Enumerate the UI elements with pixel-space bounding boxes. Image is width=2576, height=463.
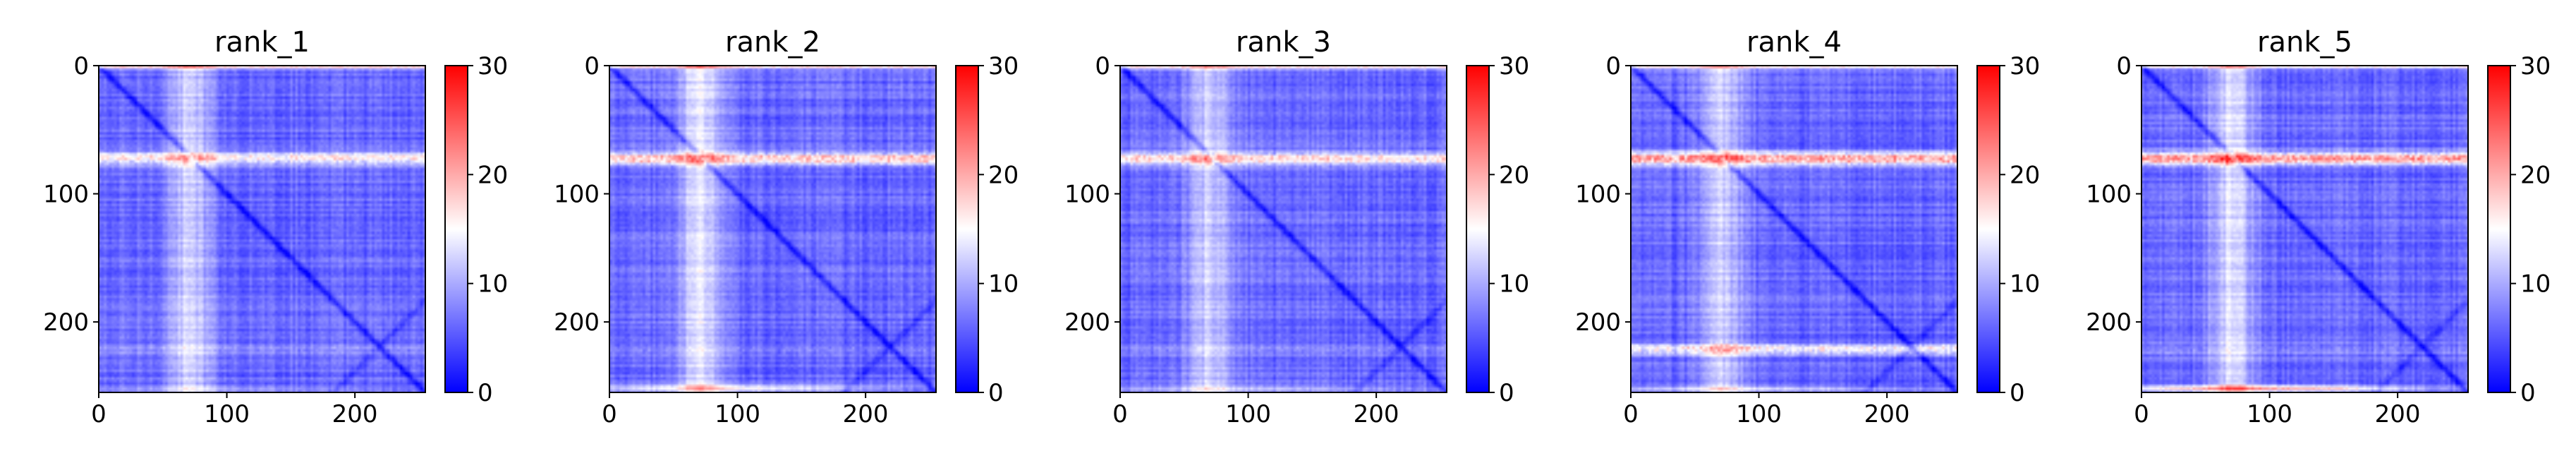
heatmap-panel-1: rank_1 0 100 200 0 100 200 0 10 20 30 (43, 26, 508, 428)
plot-frame (98, 65, 426, 393)
heatmap-image (1631, 66, 1957, 392)
x-tick-label: 100 (715, 400, 760, 428)
y-tick-label: 0 (584, 52, 600, 80)
y-tick-label: 200 (43, 308, 89, 337)
heatmap-image (609, 66, 936, 392)
plot-frame (609, 65, 937, 393)
colorbar-tick-label: 10 (2520, 270, 2551, 299)
x-tick-label: 200 (1864, 400, 1910, 428)
heatmap-panel-2: rank_2 0 100 200 0 100 200 0 10 20 30 (554, 26, 1019, 428)
colorbar-tick-label: 10 (988, 270, 1019, 299)
x-tick-label: 100 (2247, 400, 2292, 428)
y-tick-label: 200 (2086, 308, 2132, 337)
y-tick-label: 0 (73, 52, 89, 80)
y-tick-label: 200 (554, 308, 600, 337)
heatmap-image (1120, 66, 1447, 392)
plot-frame (2141, 65, 2469, 393)
y-tick-label: 200 (1575, 308, 1621, 337)
colorbar-tick-label: 30 (478, 52, 508, 80)
colorbar-tick-label: 10 (478, 270, 508, 299)
colorbar-tick-label: 10 (2010, 270, 2040, 299)
x-tick-label: 200 (1354, 400, 1399, 428)
colorbar-tick-label: 0 (2520, 379, 2536, 407)
colorbar-tick-label: 20 (2520, 161, 2551, 189)
colorbar-tick-label: 0 (478, 379, 493, 407)
heatmap-panel-4: rank_4 0 100 200 0 100 200 0 10 20 30 (1575, 26, 2040, 428)
colorbar (444, 65, 468, 393)
colorbar (2487, 65, 2511, 393)
y-tick-label: 100 (43, 181, 89, 209)
x-tick-label: 200 (843, 400, 889, 428)
y-tick-label: 0 (1605, 52, 1621, 80)
colorbar-tick-label: 20 (478, 161, 508, 189)
x-tick-label: 200 (332, 400, 378, 428)
heatmap-image (2141, 66, 2468, 392)
chart-title: rank_4 (1746, 26, 1842, 59)
heatmap-panel-3: rank_3 0 100 200 0 100 200 0 10 20 30 (1064, 26, 1529, 428)
colorbar-tick-label: 20 (2010, 161, 2040, 189)
chart-title: rank_3 (1236, 26, 1331, 59)
colorbar-tick-label: 10 (1499, 270, 1529, 299)
y-tick-label: 0 (2116, 52, 2132, 80)
plot-frame (1119, 65, 1447, 393)
x-tick-label: 100 (1736, 400, 1782, 428)
x-tick-label: 0 (2134, 400, 2149, 428)
x-tick-label: 0 (91, 400, 107, 428)
x-tick-label: 0 (1623, 400, 1639, 428)
colorbar-tick-label: 20 (988, 161, 1019, 189)
colorbar-tick-label: 30 (2520, 52, 2551, 80)
x-tick-label: 100 (1225, 400, 1271, 428)
colorbar (1976, 65, 2000, 393)
y-tick-label: 100 (554, 181, 600, 209)
colorbar-tick-label: 30 (988, 52, 1019, 80)
colorbar-tick-label: 0 (988, 379, 1004, 407)
y-tick-label: 100 (1575, 181, 1621, 209)
plot-frame (1630, 65, 1958, 393)
heatmap-panel-5: rank_5 0 100 200 0 100 200 0 10 20 30 (2086, 26, 2551, 428)
chart-title: rank_5 (2257, 26, 2352, 59)
colorbar-tick-label: 0 (1499, 379, 1514, 407)
colorbar (955, 65, 979, 393)
y-tick-label: 200 (1064, 308, 1110, 337)
y-tick-label: 100 (2086, 181, 2132, 209)
colorbar-tick-label: 30 (2010, 52, 2040, 80)
heatmap-image (99, 66, 425, 392)
x-tick-label: 0 (1112, 400, 1128, 428)
colorbar (1466, 65, 1490, 393)
y-tick-label: 100 (1064, 181, 1110, 209)
x-tick-label: 100 (204, 400, 250, 428)
x-tick-label: 200 (2375, 400, 2421, 428)
chart-title: rank_2 (725, 26, 820, 59)
chart-title: rank_1 (214, 26, 310, 59)
y-tick-label: 0 (1095, 52, 1110, 80)
colorbar-tick-label: 30 (1499, 52, 1529, 80)
x-tick-label: 0 (602, 400, 617, 428)
colorbar-tick-label: 20 (1499, 161, 1529, 189)
colorbar-tick-label: 0 (2010, 379, 2025, 407)
